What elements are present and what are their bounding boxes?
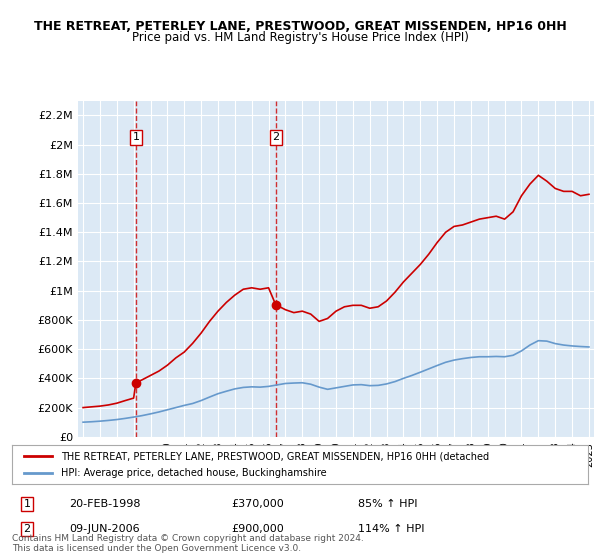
Text: THE RETREAT, PETERLEY LANE, PRESTWOOD, GREAT MISSENDEN, HP16 0HH: THE RETREAT, PETERLEY LANE, PRESTWOOD, G…: [34, 20, 566, 32]
Text: 20-FEB-1998: 20-FEB-1998: [70, 499, 141, 509]
Text: 2: 2: [23, 524, 31, 534]
Text: £370,000: £370,000: [231, 499, 284, 509]
Text: 1: 1: [133, 132, 139, 142]
Text: HPI: Average price, detached house, Buckinghamshire: HPI: Average price, detached house, Buck…: [61, 468, 326, 478]
Text: Contains HM Land Registry data © Crown copyright and database right 2024.
This d: Contains HM Land Registry data © Crown c…: [12, 534, 364, 553]
Text: Price paid vs. HM Land Registry's House Price Index (HPI): Price paid vs. HM Land Registry's House …: [131, 31, 469, 44]
Text: THE RETREAT, PETERLEY LANE, PRESTWOOD, GREAT MISSENDEN, HP16 0HH (detached: THE RETREAT, PETERLEY LANE, PRESTWOOD, G…: [61, 451, 489, 461]
Text: 114% ↑ HPI: 114% ↑ HPI: [358, 524, 424, 534]
Text: 09-JUN-2006: 09-JUN-2006: [70, 524, 140, 534]
Text: £900,000: £900,000: [231, 524, 284, 534]
Text: 1: 1: [23, 499, 31, 509]
Text: 2: 2: [272, 132, 280, 142]
Text: 85% ↑ HPI: 85% ↑ HPI: [358, 499, 417, 509]
